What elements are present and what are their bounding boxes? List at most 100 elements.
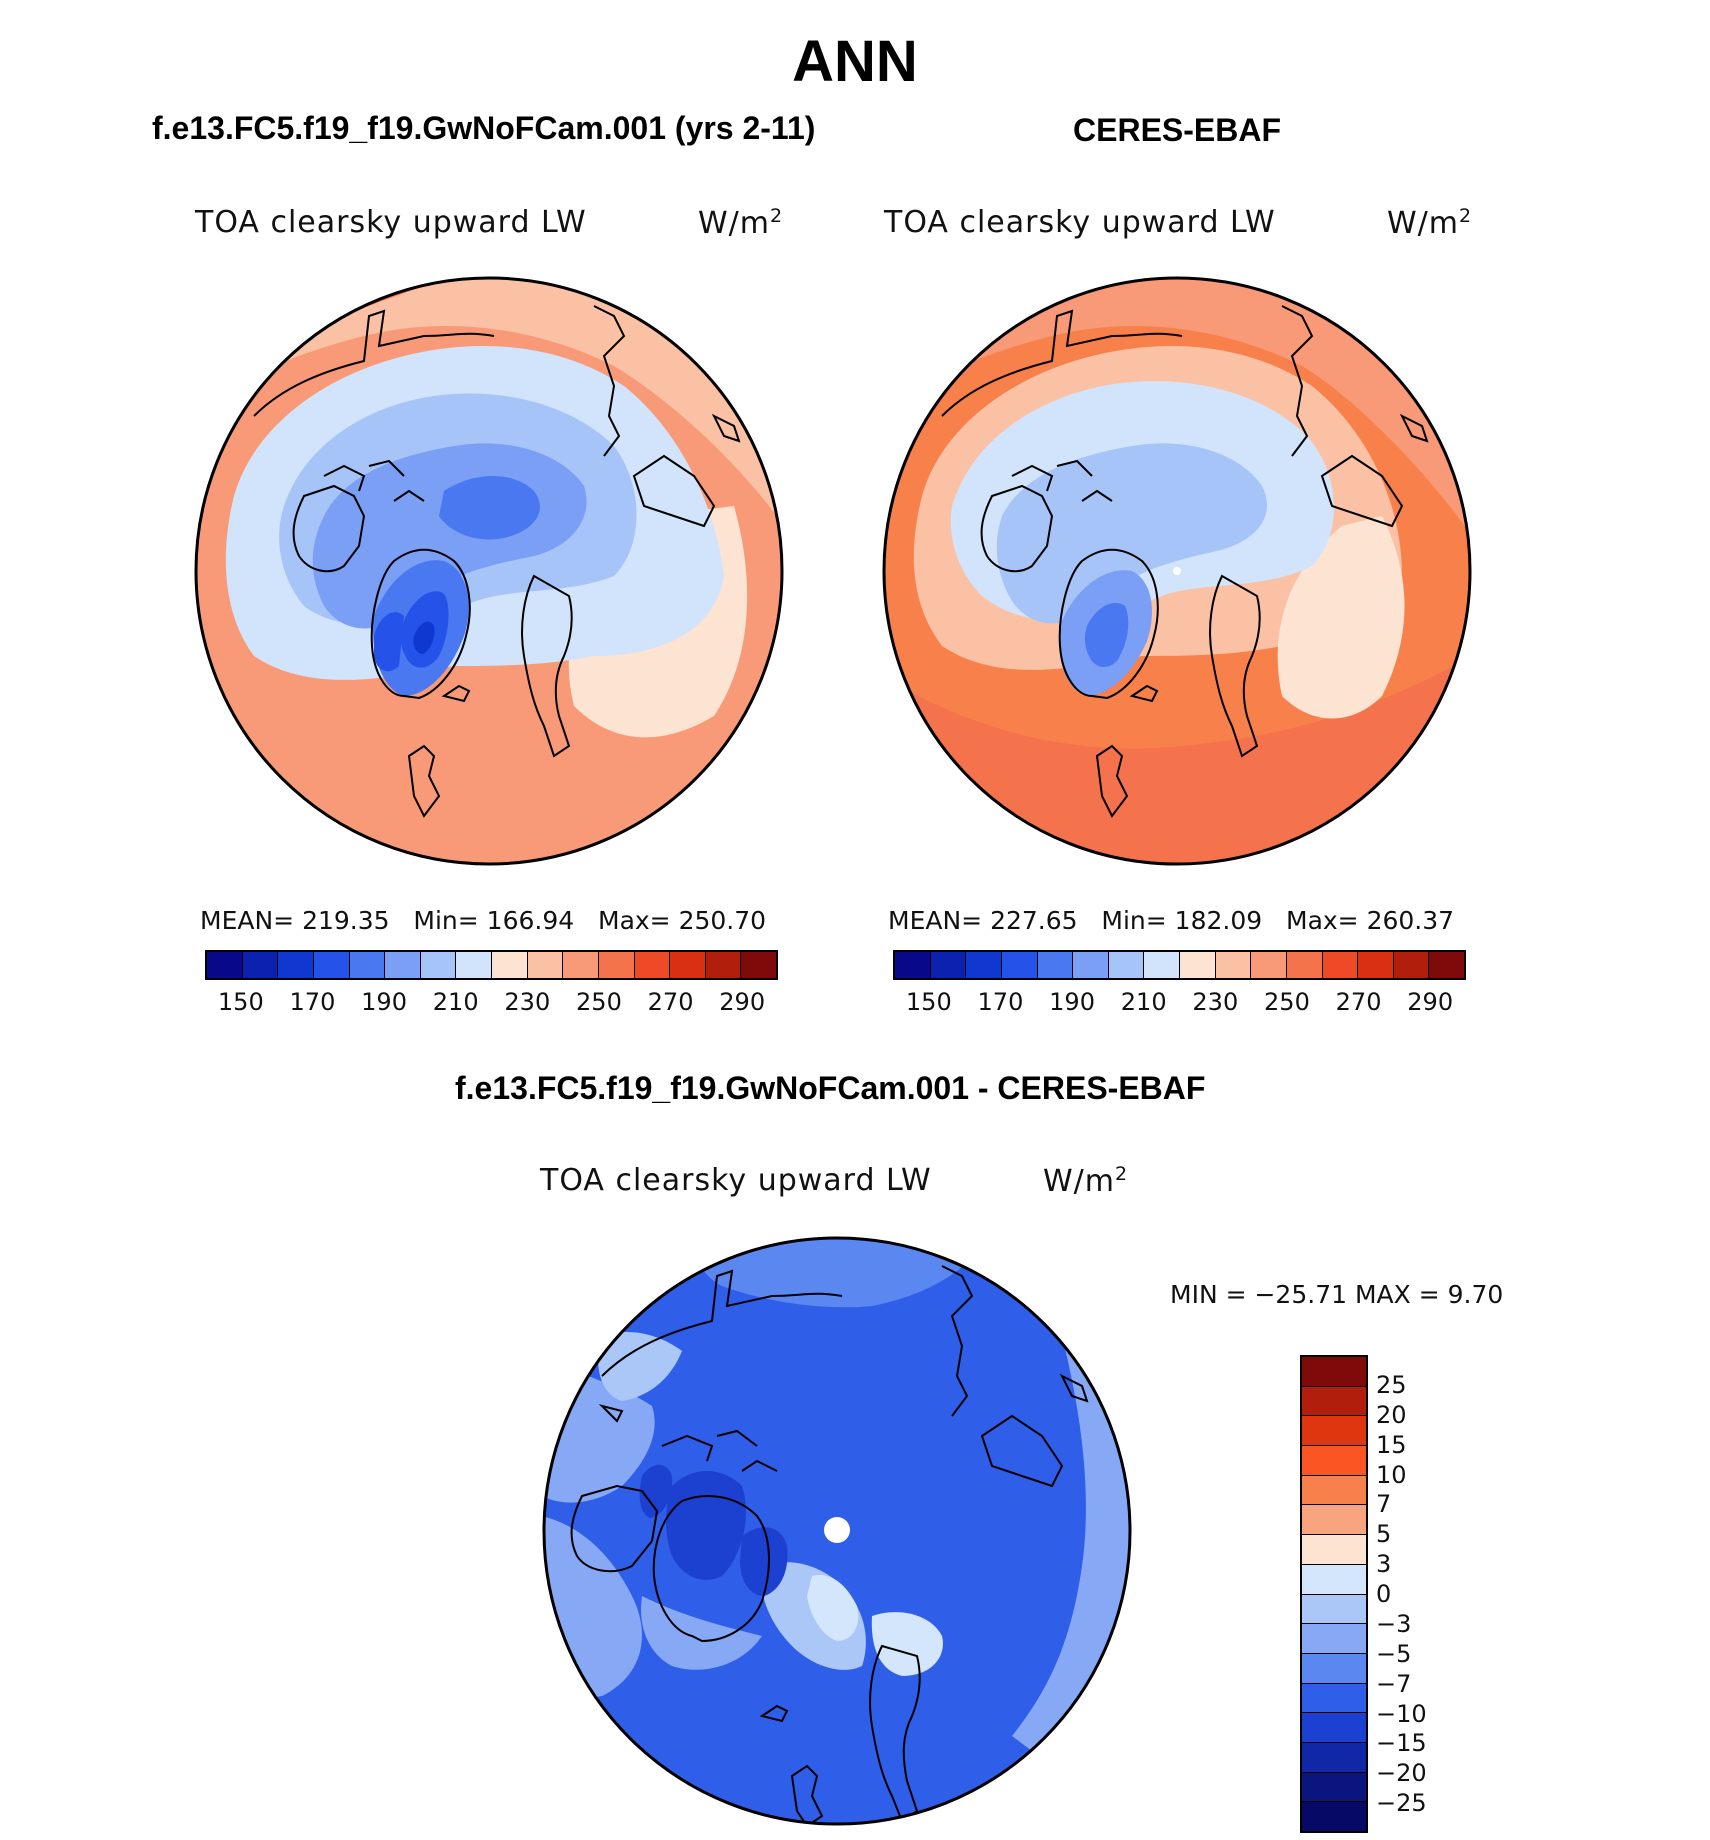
model-colorbar-tick: 270 — [647, 988, 694, 1016]
obs-colorbar-swatch — [966, 952, 1002, 978]
diff-colorbar-swatch — [1302, 1594, 1366, 1625]
model-colorbar-swatch — [670, 952, 706, 978]
model-colorbar-tick: 230 — [504, 988, 551, 1016]
model-units: W/m2 — [698, 205, 784, 241]
model-colorbar-swatch — [349, 952, 386, 978]
diff-colorbar-tick: −20 — [1376, 1759, 1427, 1788]
diff-colorbar-swatch — [1302, 1416, 1366, 1447]
diff-colorbar — [1300, 1355, 1368, 1833]
diff-colorbar-tick: 15 — [1376, 1430, 1407, 1459]
model-colorbar-swatch — [420, 952, 457, 978]
model-variable-title: TOA clearsky upward LW — [195, 205, 587, 240]
diff-colorbar-swatch — [1302, 1564, 1366, 1595]
model-case-title: f.e13.FC5.f19_f19.GwNoFCam.001 (yrs 2-11… — [152, 110, 816, 146]
diff-colorbar-swatch — [1302, 1446, 1366, 1476]
model-colorbar-swatch — [741, 952, 776, 978]
model-polar-map — [194, 276, 784, 866]
model-colorbar-ticks: 150 170 190 210 230 250 270 290 — [205, 988, 778, 1018]
diff-colorbar-swatch — [1302, 1683, 1366, 1714]
diff-case-title: f.e13.FC5.f19_f19.GwNoFCam.001 - CERES-E… — [455, 1070, 1206, 1106]
model-colorbar-swatch — [313, 952, 350, 978]
diff-colorbar-swatch — [1302, 1772, 1366, 1803]
obs-colorbar-tick: 230 — [1192, 988, 1239, 1016]
model-colorbar-tick: 250 — [576, 988, 622, 1016]
obs-colorbar-tick: 270 — [1335, 988, 1382, 1016]
obs-colorbar-swatch — [1215, 952, 1252, 978]
diff-colorbar-swatch — [1302, 1357, 1366, 1387]
obs-colorbar-tick: 290 — [1407, 988, 1454, 1016]
diff-units: W/m2 — [1043, 1163, 1129, 1199]
obs-colorbar-swatch — [1144, 952, 1180, 978]
model-colorbar-swatch — [278, 952, 314, 978]
obs-colorbar-ticks: 150 170 190 210 230 250 270 290 — [893, 988, 1466, 1018]
model-colorbar-swatch — [598, 952, 635, 978]
diff-colorbar-tick: −15 — [1376, 1729, 1427, 1758]
diff-colorbar-tick: −7 — [1376, 1669, 1412, 1698]
main-title: ANN — [792, 29, 918, 94]
obs-colorbar-tick: 210 — [1120, 988, 1167, 1016]
obs-colorbar-swatch — [1393, 952, 1430, 978]
model-stats: MEAN= 219.35 Min= 166.94 Max= 250.70 — [200, 906, 767, 935]
model-colorbar-swatch — [563, 952, 599, 978]
obs-colorbar — [893, 950, 1466, 980]
model-colorbar-swatch — [207, 952, 243, 978]
obs-colorbar-swatch — [1001, 952, 1038, 978]
model-colorbar-swatch — [705, 952, 742, 978]
obs-case-title: CERES-EBAF — [1073, 112, 1282, 148]
diff-colorbar-ticks: 25 20 15 10 7 5 3 0 −3 −5 −7 −10 −15 −20 −25 — [1376, 1355, 1456, 1833]
diff-colorbar-tick: −25 — [1376, 1789, 1427, 1818]
diff-colorbar-swatch — [1302, 1475, 1366, 1506]
diff-colorbar-tick: −10 — [1376, 1699, 1427, 1728]
model-colorbar-tick: 170 — [289, 988, 336, 1016]
model-colorbar-tick: 210 — [432, 988, 479, 1016]
model-colorbar-swatch — [634, 952, 671, 978]
diff-colorbar-swatch — [1302, 1742, 1366, 1773]
model-colorbar-tick: 150 — [217, 988, 264, 1016]
diff-colorbar-tick: 7 — [1376, 1490, 1392, 1519]
diff-colorbar-swatch — [1302, 1713, 1366, 1743]
model-colorbar — [205, 950, 778, 980]
diff-colorbar-tick: 10 — [1376, 1460, 1407, 1489]
obs-polar-map — [882, 276, 1472, 866]
diff-colorbar-tick: 5 — [1376, 1520, 1392, 1549]
diff-colorbar-swatch — [1302, 1505, 1366, 1536]
model-colorbar-tick: 190 — [361, 988, 407, 1016]
diff-colorbar-tick: 3 — [1376, 1550, 1392, 1579]
obs-colorbar-tick: 190 — [1049, 988, 1095, 1016]
diff-variable-title: TOA clearsky upward LW — [540, 1163, 932, 1198]
obs-colorbar-swatch — [1180, 952, 1216, 978]
model-colorbar-swatch — [492, 952, 528, 978]
obs-colorbar-swatch — [1073, 952, 1109, 978]
obs-colorbar-swatch — [895, 952, 931, 978]
obs-colorbar-swatch — [1108, 952, 1145, 978]
model-colorbar-swatch — [527, 952, 564, 978]
obs-colorbar-swatch — [1251, 952, 1287, 978]
diff-colorbar-tick: 0 — [1376, 1580, 1392, 1608]
obs-colorbar-tick: 250 — [1264, 988, 1310, 1016]
obs-colorbar-swatch — [1037, 952, 1074, 978]
diff-colorbar-swatch — [1302, 1653, 1366, 1684]
obs-colorbar-swatch — [1429, 952, 1464, 978]
obs-stats: MEAN= 227.65 Min= 182.09 Max= 260.37 — [888, 906, 1455, 935]
diff-colorbar-tick: 20 — [1376, 1400, 1407, 1429]
obs-colorbar-swatch — [930, 952, 967, 978]
model-colorbar-tick: 290 — [719, 988, 766, 1016]
obs-colorbar-tick: 170 — [977, 988, 1024, 1016]
diff-colorbar-tick: −3 — [1376, 1609, 1412, 1638]
obs-colorbar-swatch — [1286, 952, 1323, 978]
diff-minmax: MIN = −25.71 MAX = 9.70 — [1170, 1280, 1504, 1309]
diff-colorbar-swatch — [1302, 1624, 1366, 1654]
obs-units: W/m2 — [1387, 205, 1473, 241]
obs-colorbar-tick: 150 — [905, 988, 952, 1016]
diff-colorbar-swatch — [1302, 1535, 1366, 1565]
diff-polar-map — [542, 1236, 1132, 1826]
model-colorbar-swatch — [385, 952, 421, 978]
obs-colorbar-swatch — [1322, 952, 1359, 978]
obs-variable-title: TOA clearsky upward LW — [884, 205, 1276, 240]
obs-colorbar-swatch — [1358, 952, 1394, 978]
diff-colorbar-swatch — [1302, 1386, 1366, 1417]
diff-colorbar-tick: −5 — [1376, 1639, 1412, 1668]
diff-colorbar-swatch — [1302, 1802, 1366, 1831]
model-colorbar-swatch — [456, 952, 492, 978]
model-colorbar-swatch — [242, 952, 279, 978]
